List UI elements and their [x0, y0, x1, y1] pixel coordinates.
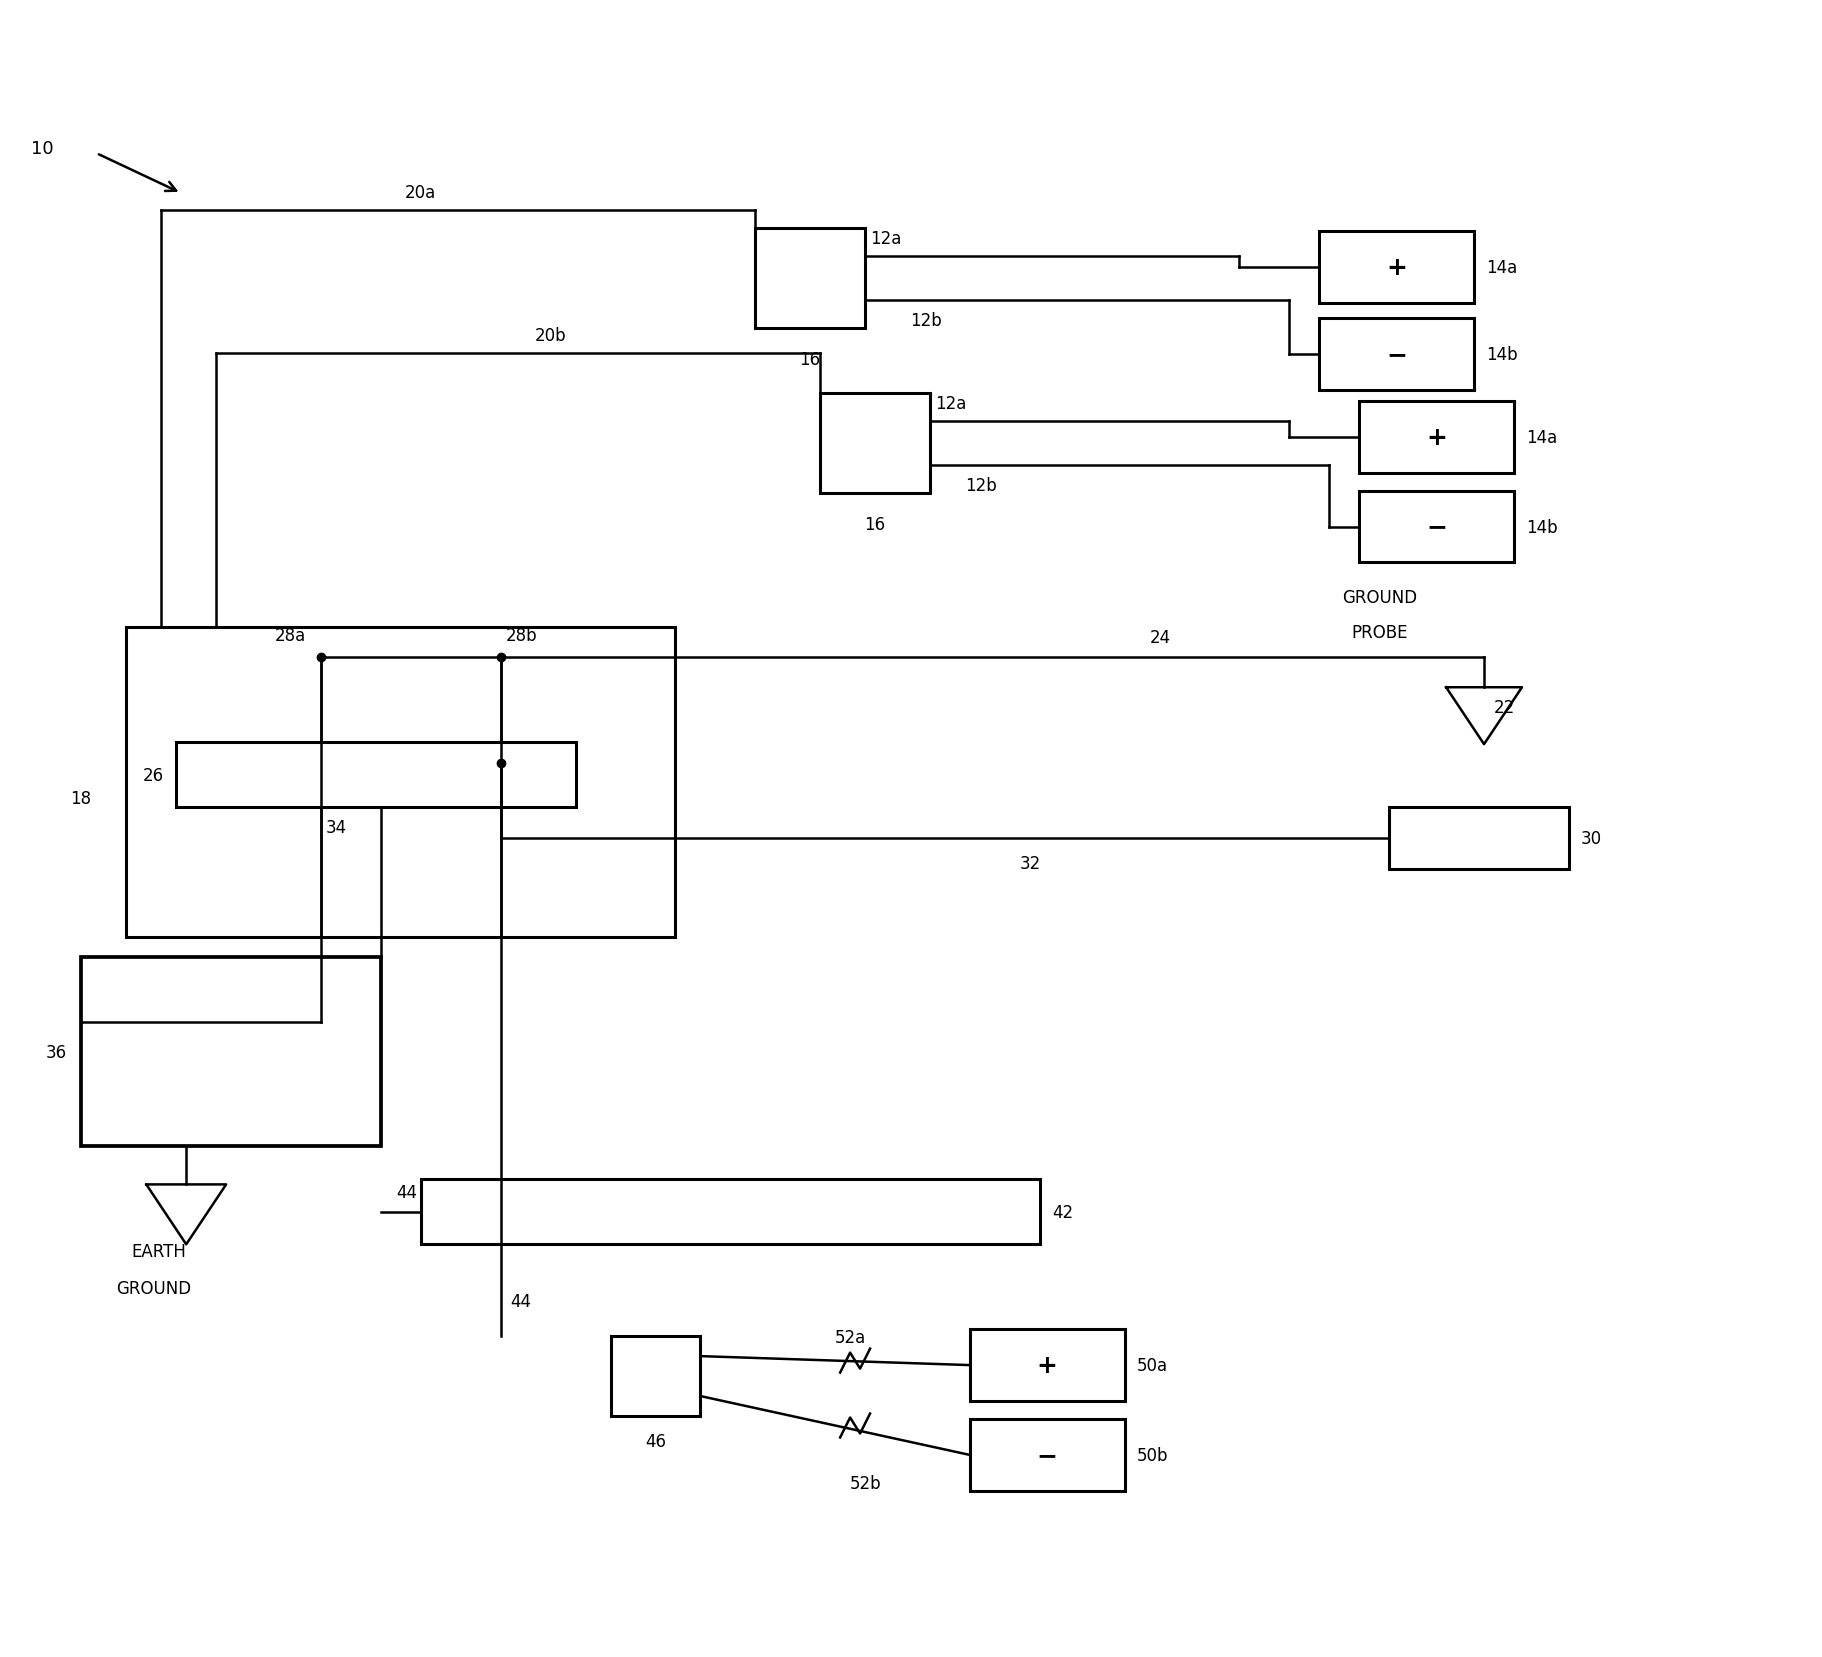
Text: 52a: 52a: [834, 1329, 867, 1347]
Text: GROUND: GROUND: [1341, 588, 1418, 606]
Text: −: −: [1037, 1443, 1059, 1466]
Text: −: −: [1427, 515, 1447, 539]
Text: +: +: [1037, 1354, 1059, 1377]
Text: 24: 24: [1150, 630, 1172, 646]
Text: 16: 16: [864, 515, 885, 534]
Bar: [126, 628, 676, 938]
Text: +: +: [1387, 255, 1407, 280]
Bar: [969, 1329, 1124, 1402]
Text: GROUND: GROUND: [117, 1279, 191, 1297]
Bar: [1388, 807, 1569, 870]
Text: 46: 46: [645, 1432, 665, 1450]
Text: 12b: 12b: [909, 312, 942, 330]
Text: 22: 22: [1494, 699, 1516, 717]
Text: −: −: [1387, 343, 1407, 366]
Text: 32: 32: [1020, 855, 1040, 873]
Text: 18: 18: [71, 789, 91, 807]
Text: PROBE: PROBE: [1350, 625, 1407, 641]
Text: 10: 10: [31, 141, 55, 157]
Text: 16: 16: [800, 351, 820, 368]
Bar: [1359, 490, 1514, 563]
Text: 14b: 14b: [1487, 346, 1518, 363]
Text: EARTH: EARTH: [131, 1243, 186, 1261]
Bar: [82, 958, 381, 1147]
Text: 14a: 14a: [1527, 429, 1558, 446]
Text: 14a: 14a: [1487, 258, 1518, 277]
Text: 26: 26: [144, 766, 164, 784]
Text: 28a: 28a: [275, 626, 306, 645]
Text: 44: 44: [395, 1183, 417, 1201]
Bar: [756, 229, 865, 328]
Text: 50b: 50b: [1137, 1447, 1168, 1465]
Text: 50a: 50a: [1137, 1357, 1168, 1374]
Text: 28b: 28b: [507, 626, 537, 645]
Text: 20b: 20b: [536, 326, 567, 345]
Text: 52b: 52b: [851, 1475, 882, 1491]
Text: 44: 44: [510, 1292, 532, 1311]
Text: 36: 36: [46, 1042, 66, 1060]
Text: 42: 42: [1051, 1203, 1073, 1221]
Text: 12b: 12b: [966, 476, 997, 494]
Bar: [820, 393, 929, 494]
Text: 20a: 20a: [404, 184, 437, 202]
Text: 14b: 14b: [1527, 519, 1558, 537]
Bar: [610, 1336, 700, 1417]
Text: 12a: 12a: [935, 394, 966, 413]
Bar: [421, 1180, 1040, 1244]
Text: 34: 34: [326, 819, 348, 837]
Text: +: +: [1427, 426, 1447, 449]
Text: 12a: 12a: [871, 230, 902, 249]
Bar: [969, 1418, 1124, 1491]
Bar: [1319, 232, 1474, 303]
Bar: [177, 742, 576, 807]
Bar: [1359, 401, 1514, 474]
Bar: [1319, 318, 1474, 391]
Text: 30: 30: [1581, 830, 1602, 847]
